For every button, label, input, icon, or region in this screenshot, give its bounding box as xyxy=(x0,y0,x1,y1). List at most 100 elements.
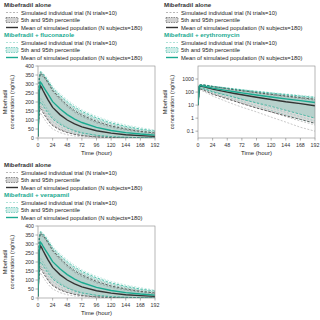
y-tick-label: 50 xyxy=(28,286,34,292)
x-tick xyxy=(52,298,53,301)
legend-swatch xyxy=(6,217,18,218)
x-tick-label: 0 xyxy=(197,142,200,148)
legend-group-title: Mibefradil alone xyxy=(164,1,212,8)
legend-label: Mean of simulated population (N subjects… xyxy=(21,55,142,61)
y-tick xyxy=(36,235,39,236)
chart: Mibefradil alone Simulated individual tri… xyxy=(0,0,320,320)
y-tick-label: 250 xyxy=(25,90,34,96)
legend-swatch xyxy=(166,48,178,53)
y-tick xyxy=(196,118,199,119)
x-tick xyxy=(140,298,141,301)
legend-swatch xyxy=(6,27,18,28)
individual-trial-line xyxy=(38,73,155,136)
x-tick xyxy=(212,138,213,141)
x-tick-label: 72 xyxy=(79,142,85,148)
y-tick xyxy=(36,120,39,121)
individual-trial-line xyxy=(198,89,315,124)
marks xyxy=(198,85,315,132)
y-tick xyxy=(36,129,39,130)
x-tick xyxy=(198,138,199,141)
x-tick-label: 24 xyxy=(50,302,56,308)
x-tick xyxy=(67,298,68,301)
x-tick-label: 96 xyxy=(94,302,100,308)
y-tick-label: 300 xyxy=(25,241,34,247)
legend-swatch xyxy=(166,57,178,58)
legend-label: 5th and 95th percentile xyxy=(21,47,80,53)
y-tick xyxy=(36,66,39,67)
y-tick xyxy=(196,105,199,106)
legend-swatch xyxy=(6,187,18,188)
x-tick xyxy=(241,138,242,141)
y-tick-label: 300 xyxy=(25,81,34,87)
legend-swatch xyxy=(166,27,178,28)
legend-label: 5th and 95th percentile xyxy=(181,47,240,53)
mean-line xyxy=(38,86,155,137)
y-tick-label: 50 xyxy=(28,126,34,132)
y-tick xyxy=(36,138,39,139)
x-tick xyxy=(52,138,53,141)
x-tick-label: 24 xyxy=(50,142,56,148)
percentile-line xyxy=(38,72,155,136)
y-tick xyxy=(196,131,199,132)
legend-group-title: Mibefradil + fluconazole xyxy=(4,31,75,38)
legend-label: Simulated individual trial (N trials=10) xyxy=(21,170,117,176)
legend-swatch xyxy=(166,18,178,23)
percentile-band xyxy=(38,232,155,298)
y-tick-label: 100 xyxy=(25,117,34,123)
x-tick xyxy=(125,138,126,141)
individual-trial-line xyxy=(38,72,155,136)
percentile-line xyxy=(198,85,315,105)
y-tick-label: 0 xyxy=(31,295,34,301)
y-tick xyxy=(36,289,39,290)
x-tick-label: 144 xyxy=(121,302,130,308)
y-axis-label: concentration (ng/mL) xyxy=(9,75,15,130)
x-tick xyxy=(81,298,82,301)
marks xyxy=(38,71,155,138)
legend-label: Simulated individual trial (N trials=10) xyxy=(21,200,117,206)
mean-line xyxy=(38,242,155,296)
plot-frame xyxy=(38,66,155,138)
x-tick-label: 120 xyxy=(107,142,116,148)
x-tick-label: 24 xyxy=(210,142,216,148)
panel: Mibefradil alone Simulated individual tri… xyxy=(162,1,319,156)
x-axis-label: Time (hour) xyxy=(81,310,112,316)
legend-label: Mean of simulated population (N subjects… xyxy=(21,25,142,31)
y-tick xyxy=(36,102,39,103)
x-tick xyxy=(140,138,141,141)
plot-background xyxy=(198,66,315,138)
legend-label: 5th and 95th percentile xyxy=(21,207,80,213)
x-tick xyxy=(256,138,257,141)
legend-label: Simulated individual trial (N trials=10) xyxy=(181,40,277,46)
legend-label: 5th and 95th percentile xyxy=(21,17,80,23)
plot-background xyxy=(38,66,155,138)
plot-frame xyxy=(38,226,155,298)
percentile-line xyxy=(38,73,155,136)
y-axis-label: Mibefradil xyxy=(2,90,8,114)
individual-trial-line xyxy=(38,232,155,296)
y-tick-label: 1000 xyxy=(182,76,194,82)
x-tick-label: 48 xyxy=(64,302,70,308)
x-tick xyxy=(111,298,112,301)
x-tick-label: 168 xyxy=(136,142,145,148)
x-tick-label: 0 xyxy=(37,142,40,148)
legend-label: Simulated individual trial (N trials=10) xyxy=(181,10,277,16)
x-tick-label: 144 xyxy=(281,142,290,148)
x-tick xyxy=(155,138,156,141)
x-tick xyxy=(155,298,156,301)
y-tick xyxy=(196,92,199,93)
y-tick xyxy=(36,298,39,299)
x-tick-label: 192 xyxy=(151,302,160,308)
legend-label: Mean of simulated population (N subjects… xyxy=(21,185,142,191)
legend-group-title: Mibefradil alone xyxy=(4,161,52,168)
y-tick-label: 10 xyxy=(188,102,194,108)
plot-frame xyxy=(198,66,315,138)
legend-label: Simulated individual trial (N trials=10) xyxy=(21,10,117,16)
panel: Mibefradil aloneSimulated individual tri… xyxy=(2,1,159,156)
y-tick xyxy=(36,271,39,272)
y-tick xyxy=(36,111,39,112)
legend-label: 5th and 95th percentile xyxy=(181,17,240,23)
x-tick-label: 192 xyxy=(151,142,160,148)
legend: Mibefradil alone Simulated individual tri… xyxy=(4,161,142,221)
legend-group-title: Mibefradil + verapamil xyxy=(4,191,69,198)
y-tick xyxy=(36,244,39,245)
